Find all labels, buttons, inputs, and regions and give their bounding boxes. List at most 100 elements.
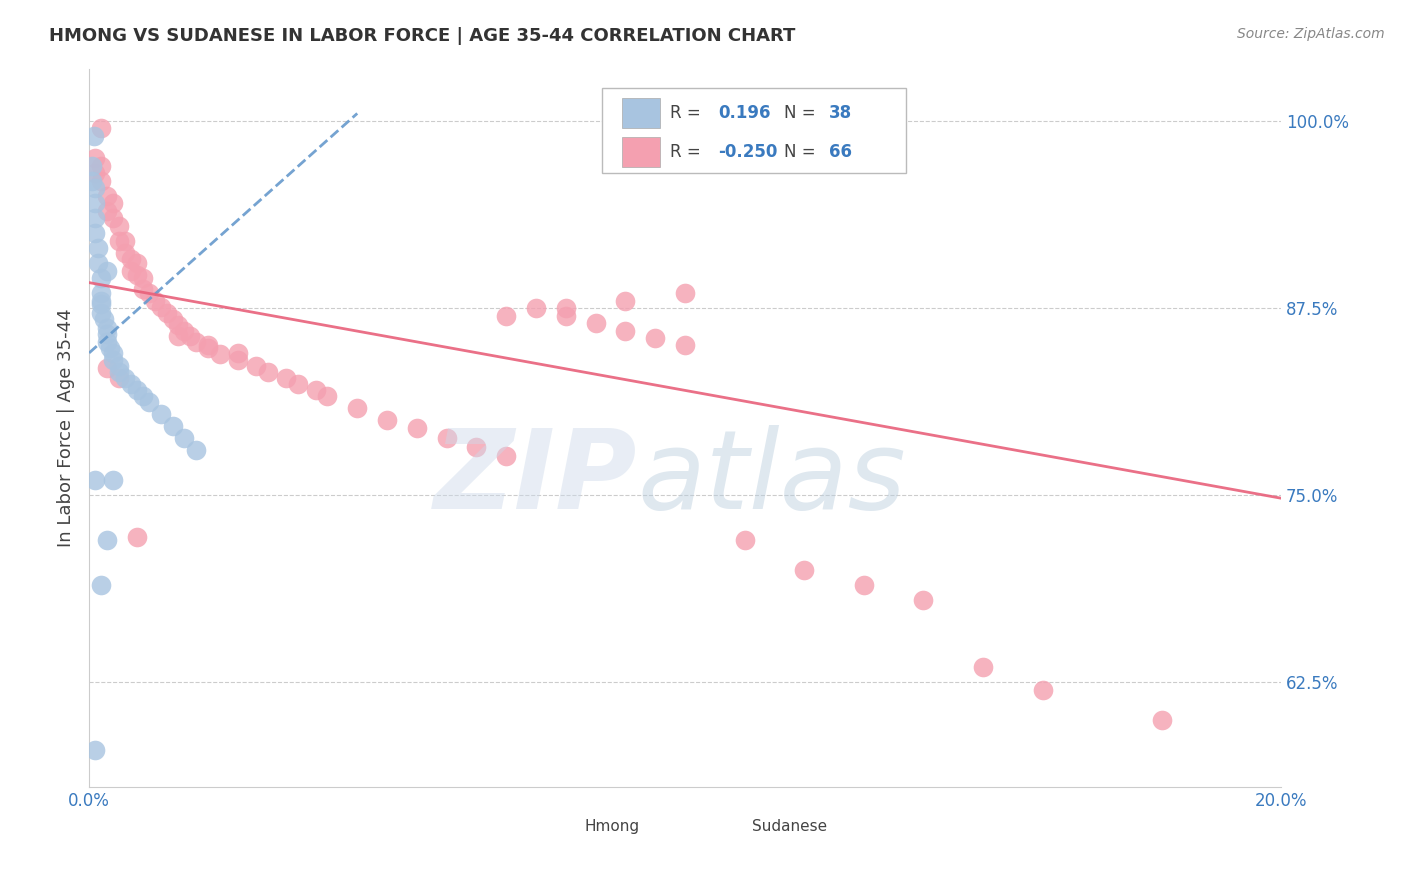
Point: [912, 593, 935, 607]
Point: [495, 450, 517, 464]
Point: [131, 389, 153, 403]
Point: [101, 196, 124, 211]
Point: [143, 293, 166, 308]
Point: [585, 316, 607, 330]
Point: [173, 324, 195, 338]
Text: atlas: atlas: [637, 425, 905, 532]
Point: [316, 389, 339, 403]
Point: [84, 196, 107, 211]
Point: [101, 473, 124, 487]
Point: [108, 234, 131, 248]
Point: [405, 421, 427, 435]
Point: [162, 311, 184, 326]
Point: [84, 152, 107, 166]
Point: [972, 660, 994, 674]
Point: [554, 301, 576, 315]
Point: [155, 305, 177, 319]
Point: [495, 309, 517, 323]
Point: [114, 245, 136, 260]
Point: [524, 301, 547, 315]
Point: [80, 174, 103, 188]
Point: [167, 329, 190, 343]
Point: [90, 578, 112, 592]
Point: [96, 203, 118, 218]
Text: Hmong: Hmong: [585, 819, 640, 834]
Point: [125, 256, 148, 270]
Point: [84, 211, 107, 226]
Point: [226, 353, 249, 368]
Text: 66: 66: [830, 143, 852, 161]
Point: [274, 371, 297, 385]
Text: R =: R =: [669, 143, 706, 161]
Point: [114, 234, 136, 248]
Point: [138, 286, 160, 301]
Point: [108, 359, 131, 374]
Point: [98, 342, 121, 356]
Point: [90, 293, 112, 308]
Point: [226, 346, 249, 360]
Point: [125, 384, 148, 398]
Bar: [541, 816, 575, 837]
Point: [83, 128, 105, 143]
Bar: [709, 816, 742, 837]
Point: [644, 331, 666, 345]
Bar: [621, 137, 659, 167]
Point: [87, 256, 110, 270]
Point: [101, 346, 124, 360]
Point: [179, 329, 201, 343]
Point: [80, 159, 103, 173]
Text: 38: 38: [830, 104, 852, 122]
Point: [436, 431, 458, 445]
Point: [101, 353, 124, 368]
Text: HMONG VS SUDANESE IN LABOR FORCE | AGE 35-44 CORRELATION CHART: HMONG VS SUDANESE IN LABOR FORCE | AGE 3…: [49, 27, 796, 45]
Point: [84, 226, 107, 240]
Point: [186, 443, 208, 458]
Point: [673, 338, 696, 352]
Text: R =: R =: [669, 104, 706, 122]
Point: [90, 305, 112, 319]
Point: [131, 282, 153, 296]
Point: [114, 371, 136, 385]
Point: [90, 174, 112, 188]
FancyBboxPatch shape: [602, 88, 905, 173]
Point: [734, 533, 756, 547]
Point: [108, 371, 131, 385]
Point: [162, 419, 184, 434]
Point: [287, 377, 309, 392]
Text: ZIP: ZIP: [434, 425, 637, 532]
Point: [209, 347, 232, 361]
Point: [101, 211, 124, 226]
Point: [96, 188, 118, 202]
Point: [614, 324, 637, 338]
Point: [125, 268, 148, 282]
Point: [304, 384, 326, 398]
Point: [93, 311, 115, 326]
Point: [1032, 682, 1054, 697]
Point: [173, 431, 195, 445]
Point: [84, 166, 107, 180]
Point: [125, 530, 148, 544]
Point: [375, 413, 398, 427]
Point: [90, 121, 112, 136]
Point: [554, 309, 576, 323]
Point: [120, 252, 142, 266]
Point: [852, 578, 875, 592]
Point: [257, 366, 280, 380]
Point: [96, 320, 118, 334]
Point: [1150, 713, 1173, 727]
Point: [84, 473, 107, 487]
Point: [90, 296, 112, 310]
Point: [108, 219, 131, 233]
Point: [120, 263, 142, 277]
Text: -0.250: -0.250: [718, 143, 778, 161]
Point: [108, 366, 131, 380]
Point: [465, 440, 488, 454]
Point: [131, 271, 153, 285]
Point: [346, 401, 368, 416]
Bar: [621, 98, 659, 128]
Point: [614, 293, 637, 308]
Text: N =: N =: [785, 143, 821, 161]
Point: [673, 286, 696, 301]
Point: [96, 335, 118, 350]
Point: [793, 563, 815, 577]
